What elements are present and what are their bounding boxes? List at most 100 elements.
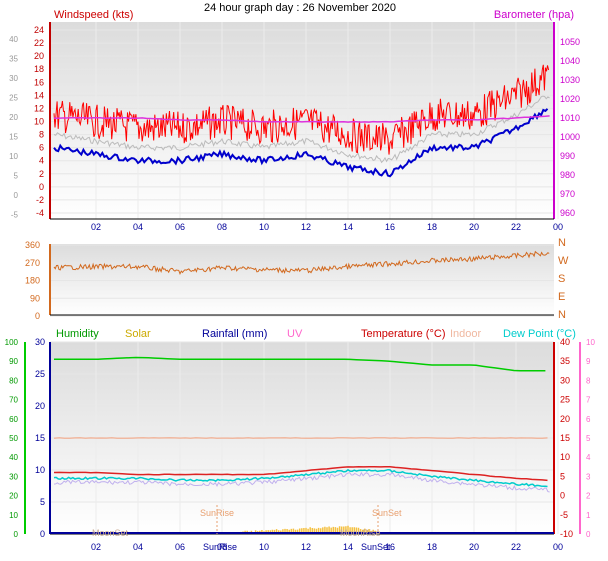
uv-tick-label: 8 [586,376,591,385]
temp-gridlines [50,341,559,535]
temperature-tick-label: 25 [560,395,570,405]
temperature-tick-label: 20 [560,414,570,424]
temp-x-tick-label: 04 [133,542,143,552]
legend-entry: Humidity [56,328,99,340]
windspeed-tick-label: -4 [36,208,44,218]
direction-series [53,250,550,275]
wind-ghost-line [53,95,550,164]
wind-x-tick-label: 10 [259,222,269,232]
temp-x-tick-label: 06 [175,542,185,552]
humidity-tick-label: 30 [9,472,18,481]
temp-x-tick-label: 16 [385,542,395,552]
moonrise-label: MoonRise [340,528,381,538]
barometer-tick-label: 990 [560,151,575,161]
barometer-tick-label: 1030 [560,75,580,85]
rain-tick-label: 15 [35,433,45,443]
windspeed-tick-label: 10 [34,117,44,127]
wind-series [53,64,550,178]
rain-tick-label: 5 [40,497,45,507]
direction-tick-label: 0 [35,311,40,321]
temperature-tick-label: -5 [560,510,568,520]
windspeed-tick-label: 16 [34,77,44,87]
dew-point-noise-line [53,471,550,493]
outer-scale-label: 20 [9,113,18,122]
barometer-ticks: 1050 1040 1030 1020 1010 1000 990 980 970 960 [560,37,580,218]
temp-series [50,356,554,534]
uv-tick-label: 7 [586,396,591,405]
humidity-tick-label: 90 [9,357,18,366]
barometer-tick-label: 1020 [560,94,580,104]
temperature-tick-label: 40 [560,337,570,347]
humidity-tick-label: 20 [9,492,18,501]
sunrise-label: SunRise [200,508,234,518]
temp-x-tick-label: 02 [91,542,101,552]
temperature-tick-label: 10 [560,452,570,462]
temp-legend: Humidity Solar Rainfall (mm) UV Temperature … [56,328,576,340]
outer-scale-label: 30 [9,74,18,83]
sunset-label: SunSet [372,508,402,518]
legend-entry: Dew Point (°C) [503,328,576,340]
sunset-axis-label: SunSet [361,542,391,552]
windspeed-tick-label: 2 [39,169,44,179]
windspeed-tick-label: 14 [34,90,44,100]
legend-entry: Solar [125,328,151,340]
wind-x-tick-label: 02 [91,222,101,232]
temperature-tick-label: 15 [560,433,570,443]
barometer-tick-label: 1000 [560,132,580,142]
wind-x-tick-label: 04 [133,222,143,232]
compass-label: N [558,309,566,321]
humidity-tick-label: 100 [5,338,19,347]
temp-panel-ticks: 1009080706050403020100302520151050403530… [5,337,596,539]
wind-x-tick-label: 08 [217,222,227,232]
outer-scale-label: 5 [14,172,19,181]
direction-tick-label: 270 [25,258,40,268]
uv-tick-label: 0 [586,530,591,539]
wind-x-tick-label: 14 [343,222,353,232]
windspeed-tick-label: 24 [34,25,44,35]
dew-point-line [53,468,548,488]
humidity-tick-label: 70 [9,396,18,405]
temp-x-tick-label: 10 [259,542,269,552]
outer-scale-label: 25 [9,94,18,103]
rain-tick-label: 10 [35,465,45,475]
uv-tick-label: 2 [586,492,591,501]
barometer-tick-label: 1050 [560,37,580,47]
outer-scale-label: 0 [14,191,19,200]
uv-tick-label: 3 [586,472,591,481]
windspeed-tick-label: 20 [34,51,44,61]
barometer-tick-label: 970 [560,189,575,199]
humidity-tick-label: 40 [9,453,18,462]
windspeed-tick-label: 18 [34,64,44,74]
wind-x-tick-label: 16 [385,222,395,232]
uv-tick-label: 10 [586,338,595,347]
uv-tick-label: 5 [586,434,591,443]
outer-scale-label: 40 [9,35,18,44]
windspeed-axis-label: Windspeed (kts) [54,9,133,21]
barometer-tick-label: 1010 [560,113,580,123]
sunrise-axis-label: SunRise [203,542,237,552]
temp-x-tick-label: 18 [427,542,437,552]
temp-x-tick-label: 14 [343,542,353,552]
temp-x-ticks: 02 04 06 08 10 12 14 16 18 20 22 00 [91,542,563,552]
uv-tick-label: 1 [586,511,591,520]
temperature-tick-label: 35 [560,356,570,366]
outer-scale-label: -5 [11,211,19,220]
rain-tick-label: 25 [35,369,45,379]
temp-x-tick-label: 22 [511,542,521,552]
wind-x-tick-label: 00 [553,222,563,232]
average-wind-line [53,108,549,178]
humidity-tick-label: 0 [14,530,19,539]
windspeed-tick-label: 0 [39,182,44,192]
rain-tick-label: 30 [35,337,45,347]
temp-x-tick-label: 08 [217,542,227,552]
barometer-axis-label: Barometer (hpa) [494,9,574,21]
humidity-tick-label: 80 [9,376,18,385]
humidity-tick-label: 50 [9,434,18,443]
direction-tick-label: 180 [25,276,40,286]
rain-tick-label: 0 [40,529,45,539]
compass-label: N [558,237,566,249]
windspeed-tick-label: -2 [36,195,44,205]
uv-tick-label: 4 [586,453,591,462]
windspeed-tick-label: 4 [39,156,44,166]
